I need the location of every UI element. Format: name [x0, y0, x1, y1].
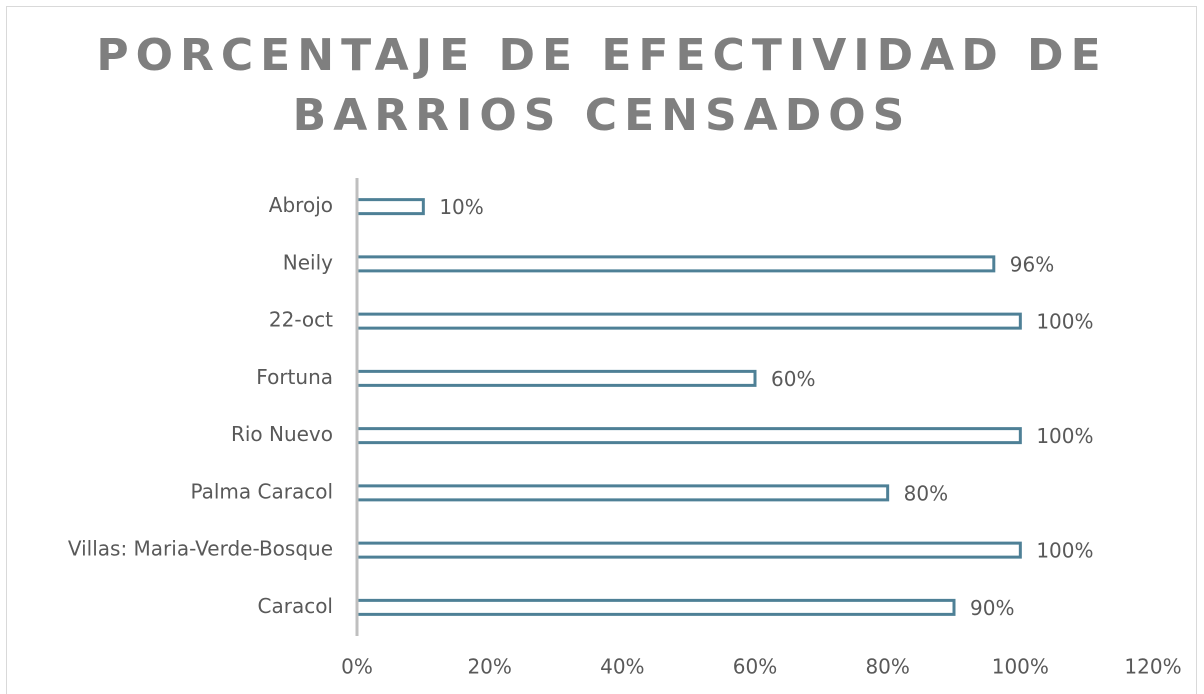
bar: [355, 484, 890, 502]
x-tick-label: 80%: [865, 655, 909, 679]
x-tick-label: 40%: [600, 655, 644, 679]
y-tick-label: 22-oct: [269, 308, 333, 332]
bar: [355, 427, 1022, 445]
y-tick-label: Villas: Maria-Verde-Bosque: [68, 537, 333, 561]
chart-title: PORCENTAJE DE EFECTIVIDAD DE: [96, 30, 1107, 81]
y-tick-label: Neily: [283, 250, 333, 274]
x-tick-label: 0%: [341, 655, 373, 679]
bar: [355, 198, 425, 216]
x-tick-label: 20%: [467, 655, 511, 679]
data-label: 60%: [771, 367, 815, 391]
data-label: 100%: [1036, 539, 1093, 563]
y-tick-label: Abrojo: [269, 193, 333, 217]
y-tick-label: Rio Nuevo: [231, 422, 333, 446]
bar: [355, 312, 1022, 330]
y-tick-label: Caracol: [258, 594, 334, 618]
data-label: 80%: [904, 481, 948, 505]
bar: [355, 255, 996, 273]
data-label: 100%: [1036, 310, 1093, 334]
data-label: 10%: [439, 195, 483, 219]
chart-title: BARRIOS CENSADOS: [293, 90, 912, 141]
data-label: 90%: [970, 596, 1014, 620]
bar: [355, 541, 1022, 559]
x-tick-label: 60%: [733, 655, 777, 679]
bar: [355, 598, 956, 616]
x-tick-label: 120%: [1124, 655, 1181, 679]
y-tick-label: Palma Caracol: [190, 479, 333, 503]
data-label: 96%: [1010, 252, 1054, 276]
y-tick-label: Fortuna: [256, 365, 333, 389]
x-tick-label: 100%: [992, 655, 1049, 679]
data-label: 100%: [1036, 424, 1093, 448]
chart-border: [6, 6, 1197, 694]
bar: [355, 369, 757, 387]
